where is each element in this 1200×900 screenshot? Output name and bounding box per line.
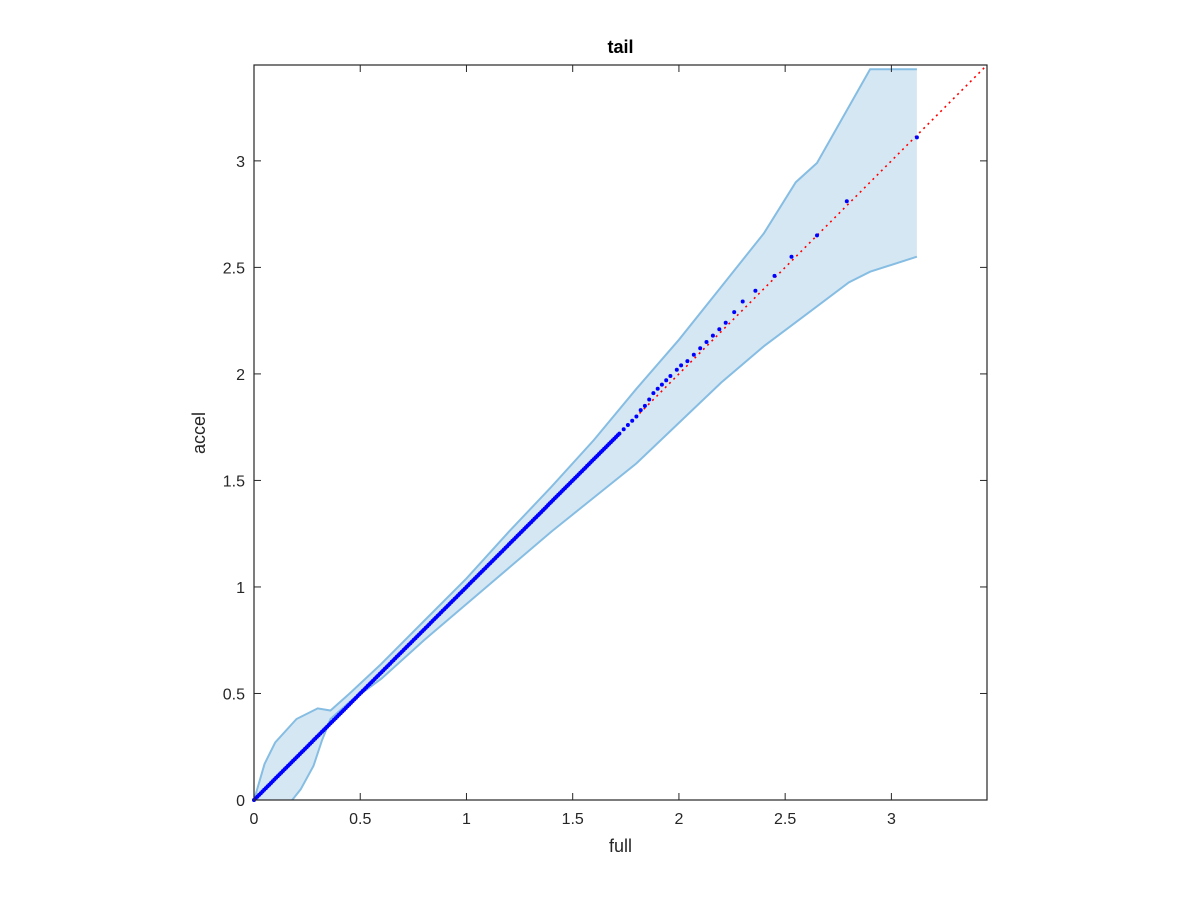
data-point (664, 378, 669, 383)
x-axis: 0 0.5 1 1.5 2 2.5 3 (250, 65, 896, 828)
x-tick-label: 0.5 (349, 811, 371, 828)
data-point (651, 391, 656, 396)
data-point (704, 340, 709, 344)
data-point (710, 333, 715, 338)
reference-line (253, 64, 988, 801)
y-tick-label: 2.5 (223, 260, 245, 277)
x-tick-label: 2 (674, 811, 683, 828)
data-point (659, 382, 664, 387)
data-point (844, 199, 849, 204)
axes-box (253, 64, 988, 801)
y-tick-label: 1.5 (223, 473, 245, 490)
x-tick-label: 1.5 (562, 811, 584, 828)
y-tick-label: 2 (236, 367, 245, 384)
data-point (617, 431, 622, 436)
confidence-band (254, 69, 917, 801)
data-point (638, 408, 643, 413)
data-point (685, 359, 690, 364)
data-point (621, 427, 626, 432)
data-point (914, 135, 919, 140)
plot-area (252, 64, 988, 802)
data-point (753, 288, 758, 293)
data-point (647, 397, 652, 402)
y-tick-label: 0 (236, 793, 245, 810)
data-point (723, 320, 728, 325)
data-point (732, 310, 737, 315)
x-tick-label: 0 (250, 811, 259, 828)
band-lower-edge (291, 255, 918, 801)
x-axis-label: full (609, 836, 632, 856)
x-tick-label: 1 (462, 811, 471, 828)
data-point (691, 352, 696, 357)
data-point (642, 403, 647, 408)
data-point (717, 327, 722, 332)
data-point (679, 363, 684, 368)
x-tick-label: 3 (887, 811, 896, 828)
y-tick-label: 1 (236, 580, 245, 597)
y-tick-label: 3 (236, 154, 245, 171)
y-axis: 0 0.5 1 1.5 2 2.5 3 (223, 154, 987, 810)
data-point (815, 233, 819, 238)
data-point (772, 273, 777, 278)
data-point (674, 367, 679, 372)
data-point (630, 418, 635, 423)
chart-title: tail (607, 37, 633, 57)
x-tick-label: 2.5 (774, 811, 796, 828)
data-points (252, 135, 919, 802)
data-point (789, 254, 794, 259)
data-point (698, 346, 703, 351)
y-tick-label: 0.5 (223, 686, 245, 703)
data-point (655, 386, 660, 391)
band-upper-edge (253, 68, 917, 801)
data-point (625, 423, 630, 427)
data-point (634, 414, 639, 419)
data-point (668, 374, 673, 378)
y-axis-label: accel (189, 412, 209, 454)
data-point (740, 299, 745, 304)
